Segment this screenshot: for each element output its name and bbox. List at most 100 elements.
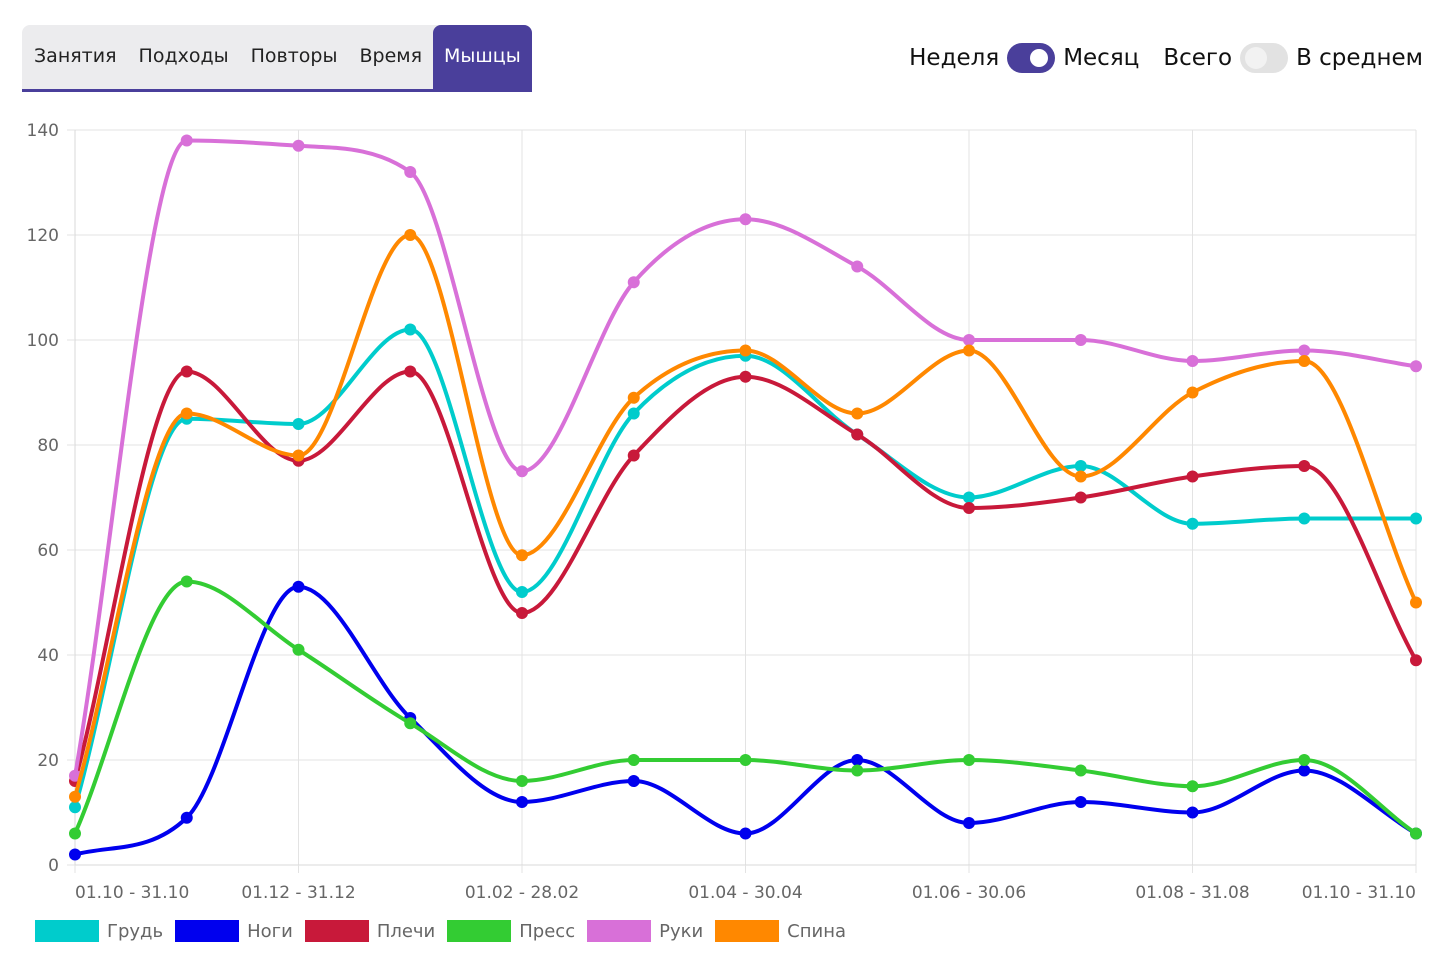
data-point bbox=[1186, 386, 1199, 399]
data-point bbox=[180, 811, 193, 824]
x-tick-label: 01.10 - 31.10 bbox=[1302, 883, 1416, 903]
data-point bbox=[1186, 517, 1199, 530]
data-point bbox=[180, 365, 193, 378]
y-tick-label: 20 bbox=[37, 751, 59, 771]
legend-item[interactable]: Пресс bbox=[447, 920, 575, 942]
data-point bbox=[851, 764, 864, 777]
x-tick-label: 01.08 - 31.08 bbox=[1135, 883, 1249, 903]
data-point bbox=[516, 796, 528, 808]
data-point bbox=[180, 407, 193, 420]
period-toggle[interactable] bbox=[1007, 43, 1056, 73]
data-point bbox=[69, 827, 81, 840]
data-point bbox=[627, 754, 640, 766]
data-point bbox=[963, 502, 975, 514]
legend-swatch bbox=[175, 920, 240, 942]
data-point bbox=[1410, 512, 1422, 525]
mode-total-label: Всего bbox=[1163, 45, 1233, 71]
period-week-label: Неделя bbox=[909, 45, 1000, 71]
x-axis: 01.10 - 31.10 01.12 - 31.12 01.02 - 28.02 0… bbox=[74, 865, 1417, 903]
tab-time[interactable]: Время bbox=[359, 45, 423, 67]
tab-reps[interactable]: Повторы bbox=[250, 45, 338, 67]
tab-sessions[interactable]: Занятия bbox=[34, 45, 117, 67]
x-tick-label: 01.02 - 28.02 bbox=[465, 883, 579, 903]
y-tick-label: 40 bbox=[37, 646, 59, 666]
data-point bbox=[963, 334, 975, 346]
data-point bbox=[739, 213, 752, 226]
mode-toggle[interactable] bbox=[1240, 43, 1289, 73]
tab-muscles[interactable]: Мышцы bbox=[433, 25, 532, 89]
series-6 bbox=[69, 229, 1422, 803]
data-point bbox=[1410, 827, 1422, 840]
data-point bbox=[627, 391, 640, 404]
data-point bbox=[69, 790, 81, 803]
data-point bbox=[1298, 460, 1311, 472]
x-tick-label: 01.10 - 31.10 bbox=[75, 883, 189, 903]
data-point bbox=[516, 465, 528, 478]
legend-item[interactable]: Руки bbox=[587, 920, 703, 942]
series-4 bbox=[69, 575, 1422, 840]
data-point bbox=[1186, 806, 1199, 819]
data-point bbox=[963, 754, 975, 766]
y-axis: 0 20 40 60 80 100 120 140 bbox=[27, 121, 75, 876]
data-point bbox=[963, 817, 975, 829]
legend-item[interactable]: Спина bbox=[715, 920, 846, 942]
data-point bbox=[516, 775, 528, 787]
y-tick-label: 0 bbox=[48, 856, 59, 876]
data-point bbox=[1410, 360, 1422, 373]
data-point bbox=[1298, 355, 1311, 367]
data-point bbox=[627, 449, 640, 462]
data-point bbox=[292, 418, 305, 430]
data-point bbox=[1186, 780, 1199, 793]
y-tick-label: 60 bbox=[37, 541, 59, 561]
y-tick-label: 80 bbox=[37, 436, 59, 456]
tab-sets[interactable]: Подходы bbox=[138, 45, 229, 67]
series-1 bbox=[69, 323, 1422, 814]
data-point bbox=[69, 848, 81, 861]
data-point bbox=[627, 407, 640, 420]
period-toggle-knob bbox=[1030, 49, 1049, 67]
series-5 bbox=[69, 134, 1422, 782]
data-point bbox=[851, 260, 864, 273]
data-point bbox=[1074, 796, 1087, 808]
data-point bbox=[1298, 754, 1311, 766]
data-point bbox=[516, 586, 528, 598]
legend-swatch bbox=[304, 920, 369, 942]
data-point bbox=[404, 323, 417, 336]
data-point bbox=[851, 428, 864, 441]
chart-legend: Грудь Ноги Плечи Пресс Руки Спина bbox=[35, 920, 858, 942]
data-point bbox=[404, 717, 417, 730]
data-point bbox=[1186, 355, 1199, 367]
legend-swatch bbox=[587, 920, 652, 942]
data-point bbox=[292, 643, 305, 656]
legend-item[interactable]: Грудь bbox=[35, 920, 163, 942]
data-point bbox=[1410, 596, 1422, 609]
legend-swatch bbox=[447, 920, 512, 942]
data-point bbox=[292, 449, 305, 462]
data-point bbox=[1074, 491, 1087, 504]
series-2 bbox=[69, 580, 1422, 861]
mode-toggle-knob bbox=[1245, 47, 1268, 69]
data-point bbox=[404, 229, 417, 241]
period-month-label: Месяц bbox=[1063, 45, 1140, 71]
x-tick-label: 01.04 - 30.04 bbox=[688, 883, 802, 903]
data-point bbox=[627, 276, 640, 289]
legend-label: Плечи bbox=[376, 920, 436, 942]
legend-item[interactable]: Плечи bbox=[304, 920, 436, 942]
data-point bbox=[292, 580, 305, 593]
legend-label: Спина bbox=[787, 920, 847, 942]
legend-swatch bbox=[35, 920, 99, 942]
legend-label: Руки bbox=[659, 920, 704, 942]
data-point bbox=[739, 827, 752, 840]
y-tick-label: 100 bbox=[27, 331, 59, 351]
x-tick-label: 01.12 - 31.12 bbox=[241, 883, 355, 903]
data-point bbox=[516, 607, 528, 619]
data-point bbox=[1074, 764, 1087, 777]
series-line bbox=[73, 327, 1418, 810]
data-point bbox=[1298, 764, 1311, 777]
data-point bbox=[404, 365, 417, 378]
legend-item[interactable]: Ноги bbox=[175, 920, 293, 942]
view-toggles: Неделя Месяц Всего В среднем bbox=[909, 40, 1423, 76]
series-lines bbox=[69, 134, 1422, 861]
data-point bbox=[1074, 460, 1087, 472]
